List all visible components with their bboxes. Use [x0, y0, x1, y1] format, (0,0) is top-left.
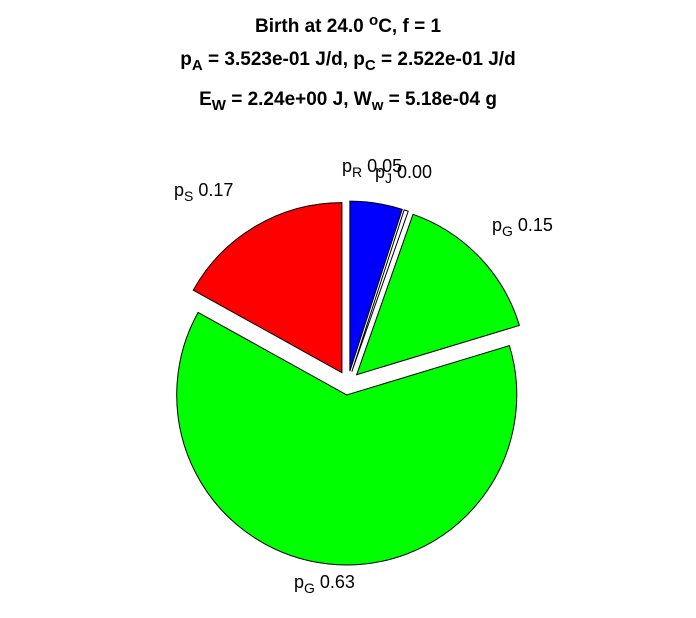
title-line-1: Birth at 24.0 oC, f = 1: [255, 12, 441, 37]
pie-slice-pR-0: [349, 200, 403, 372]
pie-slice-pG-2: [355, 213, 520, 376]
slice-label-pG-2: pG 0.15: [492, 215, 553, 239]
slice-label-pR-0: pR 0.05: [342, 156, 402, 180]
slice-label-pJ-1: pJ 0.00: [375, 162, 432, 186]
pie-slice-pS-4: [192, 202, 343, 374]
title-line-3: EW = 2.24e+00 J, Ww = 5.18e-04 g: [199, 89, 497, 114]
slice-label-pG-3: pG 0.63: [294, 572, 355, 596]
chart-title: Birth at 24.0 oC, f = 1 pA = 3.523e-01 J/…: [180, 12, 515, 114]
pie-slice-pG-3: [176, 311, 518, 566]
pie-slice-pJ-1: [351, 209, 409, 372]
pie-slices: [176, 200, 520, 566]
title-line-2: pA = 3.523e-01 J/d, pC = 2.522e-01 J/d: [180, 49, 515, 74]
slice-label-pS-4: pS 0.17: [174, 180, 233, 204]
